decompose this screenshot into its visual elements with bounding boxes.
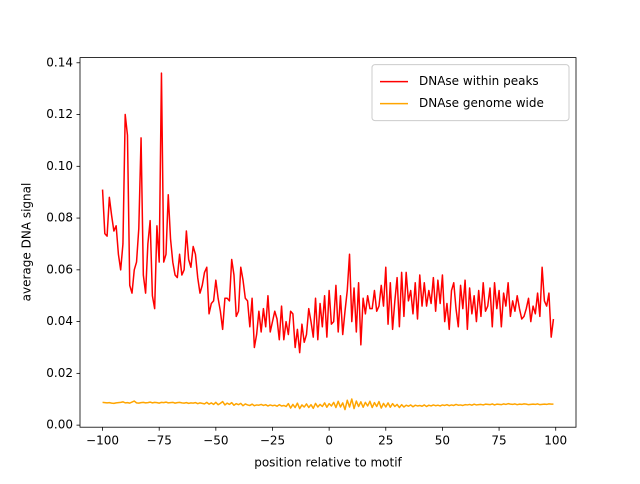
x-tick-label: −25 xyxy=(260,434,285,448)
x-tick-label: 0 xyxy=(325,434,333,448)
y-tick-label: 0.14 xyxy=(46,55,73,69)
data-line xyxy=(101,72,555,354)
y-tick-label: 0.08 xyxy=(46,211,73,225)
x-tick-label: 75 xyxy=(491,434,506,448)
legend-label: DNAse genome wide xyxy=(419,96,544,110)
x-tick-label: −100 xyxy=(86,434,119,448)
x-tick-label: −50 xyxy=(203,434,228,448)
x-tick-label: 50 xyxy=(435,434,450,448)
y-tick-label: 0.06 xyxy=(46,262,73,276)
y-tick-label: 0.00 xyxy=(46,418,73,432)
x-tick-label: 25 xyxy=(378,434,393,448)
data-line xyxy=(102,398,554,411)
x-tick-label: −75 xyxy=(147,434,172,448)
y-tick-label: 0.04 xyxy=(46,314,73,328)
y-tick-label: 0.12 xyxy=(46,107,73,121)
legend-box xyxy=(371,64,570,122)
x-axis-label: position relative to motif xyxy=(254,456,402,470)
plot-frame xyxy=(79,57,577,428)
x-tick-label: 100 xyxy=(544,434,567,448)
y-tick-label: 0.10 xyxy=(46,159,73,173)
y-tick-label: 0.02 xyxy=(46,366,73,380)
y-axis-label: average DNA signal xyxy=(20,183,34,302)
legend-label: DNAse within peaks xyxy=(419,74,539,88)
